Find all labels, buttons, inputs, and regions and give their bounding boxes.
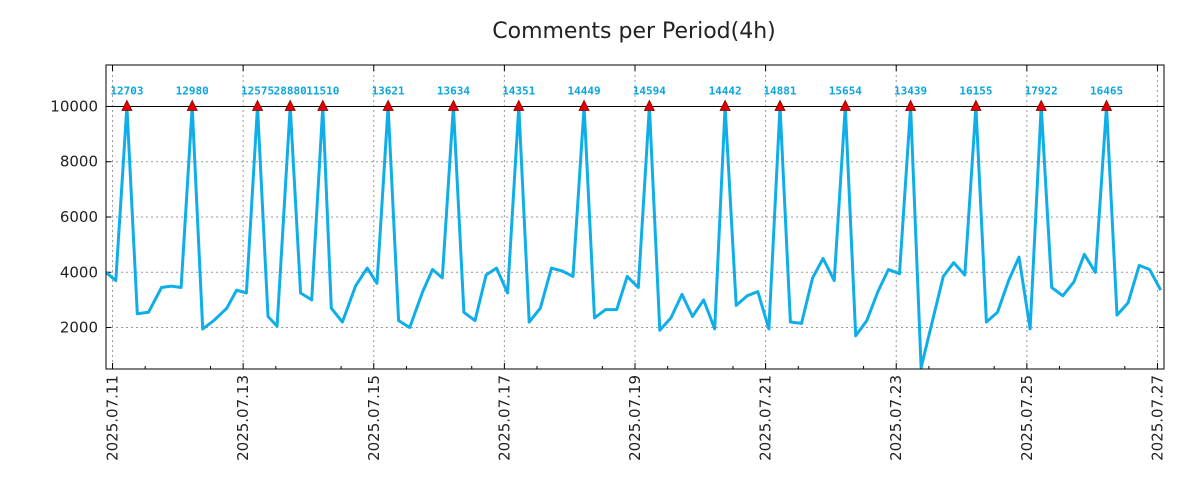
plot-frame (105, 64, 1165, 370)
peak-label: 14881 (763, 84, 796, 97)
peak-label: 14449 (567, 84, 600, 97)
peak-label: 17922 (1025, 84, 1058, 97)
peak-marker (1035, 99, 1047, 111)
peak-label: 13634 (437, 84, 470, 97)
peak-label: 28880 (274, 84, 307, 97)
series-line (106, 105, 1163, 369)
y-tick-label: 8000 (60, 153, 98, 171)
peak-marker (317, 99, 329, 111)
peak-label: 14351 (502, 84, 535, 97)
peak-label: 12703 (110, 84, 143, 97)
x-tick-label: 2025.07.13 (234, 375, 252, 461)
axis-layer: 2000 4000 6000 8000 10000 2025.07.11 2025.07.1… (50, 65, 1166, 461)
peak-label: 12575 (241, 84, 274, 97)
peak-marker (904, 99, 917, 111)
y-tick-label: 2000 (60, 319, 98, 337)
peak-marker (578, 99, 590, 111)
y-tick-label: 4000 (60, 263, 98, 281)
x-tick-label: 2025.07.19 (626, 375, 644, 461)
peak-label: 16155 (959, 84, 992, 97)
x-tick-label: 2025.07.17 (495, 375, 513, 461)
x-tick-label: 2025.07.15 (365, 375, 383, 461)
peak-label: 13621 (372, 84, 405, 97)
grid-layer (106, 65, 1164, 369)
peak-label: 16465 (1090, 84, 1123, 97)
x-tick-label: 2025.07.21 (757, 375, 775, 461)
peak-marker (839, 99, 851, 111)
peak-label: 15654 (829, 84, 862, 97)
peak-marker (121, 99, 133, 111)
peak-marker (186, 99, 198, 111)
chart-title: Comments per Period(4h) (492, 19, 776, 44)
peak-marker (447, 99, 460, 111)
peak-marker (251, 99, 264, 111)
y-tick-label: 10000 (50, 97, 98, 115)
peak-marker (719, 99, 731, 111)
peak-marker (513, 99, 525, 111)
peak-marker (1100, 99, 1113, 111)
peak-label: 11510 (306, 84, 339, 97)
peak-marker (970, 99, 982, 111)
peak-marker (643, 99, 656, 111)
peak-label: 14442 (709, 84, 742, 97)
x-tick-label: 2025.07.11 (104, 375, 122, 461)
peak-marker (382, 99, 394, 111)
peak-label: 13439 (894, 84, 927, 97)
series-layer (106, 105, 1163, 369)
peak-marker (284, 99, 296, 111)
peak-layer: 12703 12980 12575 28880 11510 13621 13634 14351… (110, 84, 1123, 111)
peak-label: 14594 (633, 84, 666, 97)
peak-label: 12980 (176, 84, 209, 97)
x-tick-label: 2025.07.25 (1018, 375, 1036, 461)
peak-marker (774, 99, 786, 111)
x-tick-label: 2025.07.23 (887, 375, 905, 461)
x-tick-label: 2025.07.27 (1148, 375, 1166, 461)
y-tick-label: 6000 (60, 208, 98, 226)
